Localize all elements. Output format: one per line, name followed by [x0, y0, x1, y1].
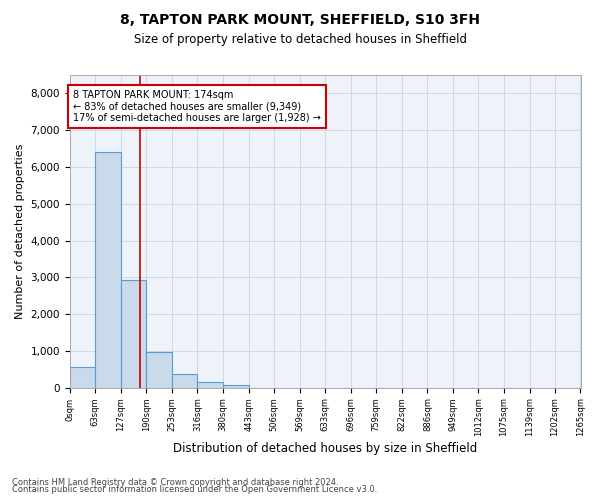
Text: 8 TAPTON PARK MOUNT: 174sqm
← 83% of detached houses are smaller (9,349)
17% of : 8 TAPTON PARK MOUNT: 174sqm ← 83% of det…	[73, 90, 321, 123]
Text: Contains public sector information licensed under the Open Government Licence v3: Contains public sector information licen…	[12, 486, 377, 494]
Text: Contains HM Land Registry data © Crown copyright and database right 2024.: Contains HM Land Registry data © Crown c…	[12, 478, 338, 487]
Text: 8, TAPTON PARK MOUNT, SHEFFIELD, S10 3FH: 8, TAPTON PARK MOUNT, SHEFFIELD, S10 3FH	[120, 12, 480, 26]
Text: Size of property relative to detached houses in Sheffield: Size of property relative to detached ho…	[133, 32, 467, 46]
Bar	[223, 385, 248, 388]
Y-axis label: Number of detached properties: Number of detached properties	[15, 144, 25, 319]
Bar	[121, 280, 146, 388]
Bar	[172, 374, 197, 388]
Bar	[197, 382, 223, 388]
Bar	[95, 152, 121, 388]
X-axis label: Distribution of detached houses by size in Sheffield: Distribution of detached houses by size …	[173, 442, 477, 455]
Bar	[70, 367, 95, 388]
Bar	[146, 352, 172, 388]
